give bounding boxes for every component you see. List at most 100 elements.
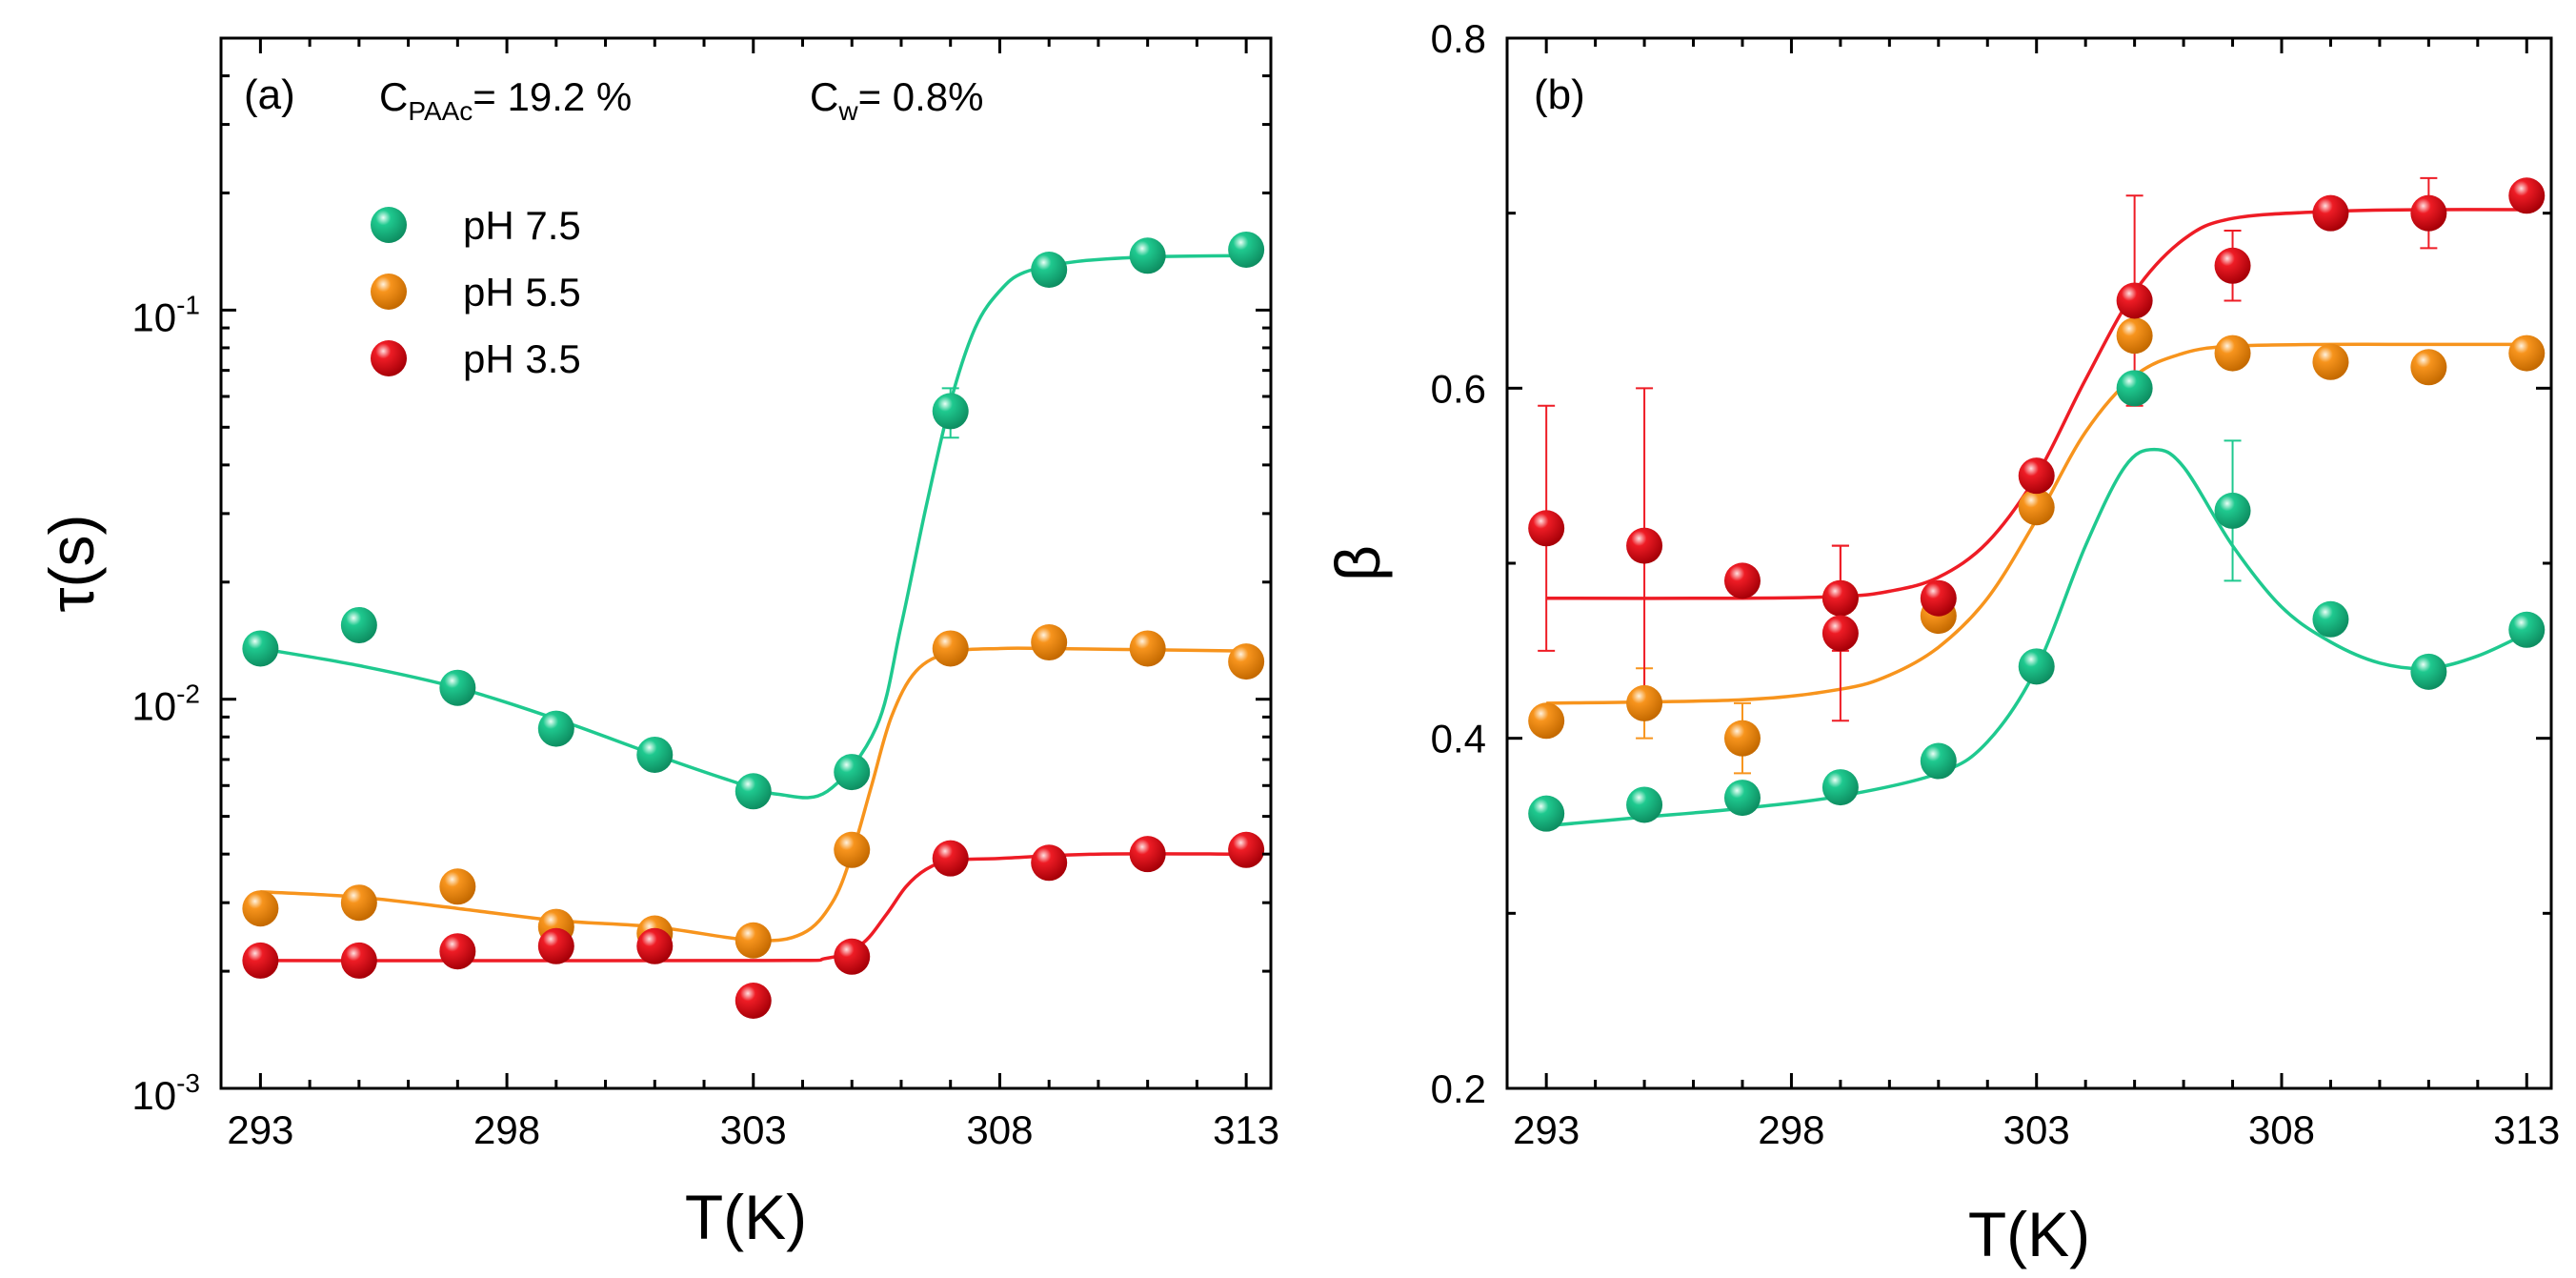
data-point-ph55 bbox=[2018, 489, 2055, 526]
panel-a-y-axis-title: τ(s) bbox=[36, 514, 107, 612]
x-tick-label-308: 308 bbox=[966, 1107, 1033, 1152]
panel-b-y-axis-title: β bbox=[1322, 545, 1393, 581]
data-point-ph75 bbox=[1723, 780, 1761, 817]
annotation-c-paac-base: C bbox=[379, 74, 408, 119]
data-point-ph35 bbox=[1821, 615, 1859, 652]
panel-b-tick-labels: 293 298 303 308 313 0.2 0.4 0.6 0.8 bbox=[1431, 16, 2561, 1152]
x-tick-label-303: 303 bbox=[720, 1107, 787, 1152]
panel-b-frame bbox=[1505, 36, 2553, 1090]
x-tick-label-313: 313 bbox=[1213, 1107, 1279, 1152]
legend-marker-ph35 bbox=[371, 340, 407, 376]
legend-label-ph35: pH 3.5 bbox=[463, 336, 581, 381]
x-tick-label-293: 293 bbox=[227, 1107, 293, 1152]
y-tick-label-1e-3: 10-3 bbox=[131, 1068, 200, 1118]
data-point-ph55 bbox=[1723, 720, 1761, 757]
y-tick-label-0.8: 0.8 bbox=[1431, 16, 1486, 61]
panel-b-label: (b) bbox=[1534, 71, 1585, 118]
annotation-c-w-sub: w bbox=[837, 96, 858, 126]
y-tick-label-exponent: -2 bbox=[176, 680, 200, 709]
data-point-ph75 bbox=[834, 754, 871, 791]
panel-a-ticks bbox=[221, 36, 1271, 1090]
panel-b-x-axis-title: T(K) bbox=[1968, 1199, 2090, 1269]
annotation-c-paac-rest: = 19.2 % bbox=[473, 74, 632, 119]
data-point-ph55 bbox=[932, 630, 969, 667]
fit-line-ph75 bbox=[1546, 447, 2528, 828]
data-point-ph75 bbox=[439, 669, 476, 706]
panel-b-ticks bbox=[1507, 36, 2551, 1090]
legend: pH 7.5 pH 5.5 pH 3.5 bbox=[371, 203, 581, 381]
panel-b-error-bars bbox=[1538, 176, 2438, 775]
data-point-ph75 bbox=[2312, 600, 2349, 638]
legend-label-ph75: pH 7.5 bbox=[463, 203, 581, 248]
y-tick-label-exponent: -1 bbox=[176, 290, 200, 319]
y-tick-label-1e-2: 10-2 bbox=[131, 680, 200, 729]
panel-b: 293 298 303 308 313 0.2 0.4 0.6 0.8 (b) T(K) β bbox=[1322, 16, 2560, 1269]
data-point-ph35 bbox=[1228, 831, 1265, 868]
data-point-ph75 bbox=[537, 710, 574, 747]
data-point-ph35 bbox=[537, 927, 574, 964]
data-point-ph75 bbox=[242, 630, 279, 667]
fit-line-ph75 bbox=[260, 254, 1247, 800]
data-point-ph35 bbox=[1821, 579, 1859, 617]
panel-a-label: (a) bbox=[244, 71, 295, 118]
data-point-ph35 bbox=[2214, 247, 2251, 284]
y-tick-label-0.2: 0.2 bbox=[1431, 1066, 1486, 1111]
data-point-ph75 bbox=[340, 606, 377, 643]
data-point-ph55 bbox=[1228, 643, 1265, 680]
data-point-ph75 bbox=[2410, 653, 2447, 690]
annotation-c-w-rest: = 0.8% bbox=[858, 74, 984, 119]
data-point-ph75 bbox=[2018, 648, 2055, 685]
annotation-c-w-base: C bbox=[810, 74, 838, 119]
data-point-ph55 bbox=[2116, 317, 2153, 355]
data-point-ph55 bbox=[1129, 630, 1166, 667]
data-point-ph75 bbox=[932, 393, 969, 430]
x-tick-label-303: 303 bbox=[2003, 1107, 2070, 1152]
data-point-ph35 bbox=[1528, 510, 1565, 547]
fit-line-ph35 bbox=[1546, 208, 2527, 600]
y-tick-label-exponent: -3 bbox=[176, 1068, 200, 1098]
data-point-ph75 bbox=[1821, 769, 1859, 806]
data-point-ph35 bbox=[735, 983, 772, 1020]
fit-line-ph55 bbox=[260, 646, 1247, 943]
data-point-ph35 bbox=[2018, 457, 2055, 495]
data-point-ph55 bbox=[2214, 335, 2251, 372]
data-point-ph75 bbox=[1920, 742, 1957, 780]
data-point-ph35 bbox=[1031, 844, 1068, 882]
data-point-ph55 bbox=[2508, 335, 2546, 372]
data-point-ph75 bbox=[735, 773, 772, 810]
y-tick-label-base: 10 bbox=[131, 1073, 176, 1118]
data-point-ph35 bbox=[2116, 282, 2153, 319]
x-tick-label-298: 298 bbox=[1758, 1107, 1824, 1152]
panel-a-frame bbox=[219, 36, 1273, 1090]
data-point-ph35 bbox=[242, 942, 279, 979]
data-point-ph55 bbox=[340, 884, 377, 922]
data-point-ph75 bbox=[2214, 492, 2251, 529]
data-point-ph75 bbox=[1528, 795, 1565, 832]
y-tick-label-1e-1: 10-1 bbox=[131, 290, 200, 339]
data-point-ph35 bbox=[1129, 836, 1166, 873]
data-point-ph55 bbox=[1626, 684, 1663, 721]
y-tick-label-0.4: 0.4 bbox=[1431, 717, 1486, 761]
panel-a-x-axis-title: T(K) bbox=[685, 1182, 807, 1252]
data-point-ph75 bbox=[2116, 370, 2153, 407]
data-point-ph55 bbox=[439, 868, 476, 905]
data-point-ph35 bbox=[932, 840, 969, 877]
x-tick-label-308: 308 bbox=[2248, 1107, 2315, 1152]
data-point-ph55 bbox=[735, 922, 772, 959]
x-tick-label-293: 293 bbox=[1513, 1107, 1580, 1152]
data-point-ph75 bbox=[1031, 252, 1068, 289]
data-point-ph75 bbox=[2508, 611, 2546, 648]
legend-marker-ph55 bbox=[371, 274, 407, 310]
x-tick-label-298: 298 bbox=[473, 1107, 540, 1152]
data-point-ph35 bbox=[340, 942, 377, 979]
data-point-ph75 bbox=[636, 736, 674, 773]
data-point-ph35 bbox=[2508, 177, 2546, 214]
data-point-ph35 bbox=[1920, 579, 1957, 617]
data-point-ph75 bbox=[1228, 231, 1265, 268]
annotation-c-paac: CPAAc= 19.2 % bbox=[379, 74, 632, 126]
legend-label-ph55: pH 5.5 bbox=[463, 270, 581, 314]
data-point-ph55 bbox=[834, 831, 871, 868]
legend-marker-ph75 bbox=[371, 207, 407, 243]
y-tick-label-base: 10 bbox=[131, 684, 176, 729]
